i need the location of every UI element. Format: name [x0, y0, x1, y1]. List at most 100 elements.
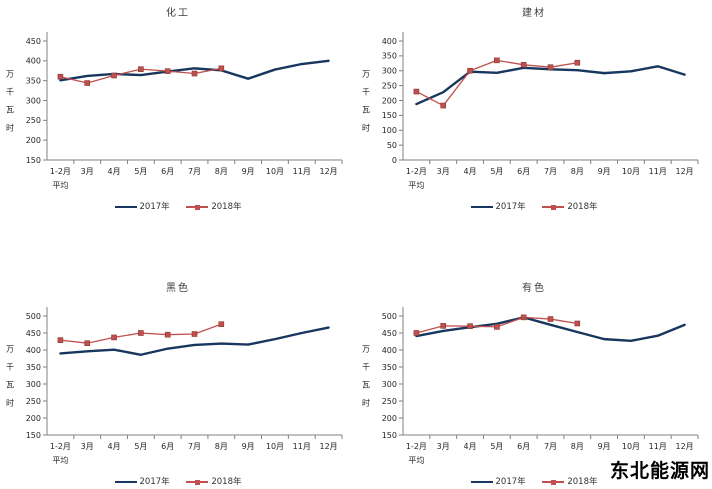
y-axis-title-char: 千 — [6, 87, 14, 97]
y-tick-label: 500 — [26, 312, 41, 321]
chart-title: 建材 — [522, 8, 546, 19]
watermark: 东北能源网 — [609, 460, 710, 482]
y-axis-title-char: 瓦 — [6, 106, 14, 115]
legend-item-2018: 2018年 — [542, 475, 597, 489]
legend-item-2017: 2017年 — [114, 200, 170, 214]
x-tick-label: 10月 — [266, 167, 284, 176]
chart-title: 有色 — [522, 283, 546, 294]
chart-legend: 2017年 2018年 — [0, 475, 356, 489]
data-point-marker — [494, 324, 500, 330]
y-axis-title-char: 千 — [362, 87, 370, 97]
data-point-marker — [111, 72, 117, 79]
chart-cell-building-materials: 建材 400 350 300 250 200 150 100 50 0 1-2月 3月 4月 5月 6月 7… — [356, 0, 712, 245]
data-point-marker — [57, 337, 64, 343]
data-point-marker — [494, 57, 500, 64]
data-point-marker — [84, 340, 91, 347]
x-tick-label: 5月 — [490, 167, 503, 176]
chart-legend: 2017年 2018年 — [356, 475, 712, 489]
y-tick-label: 200 — [26, 414, 41, 423]
x-tick-label: 5月 — [490, 442, 503, 451]
legend-line-2018-swatch — [542, 479, 565, 486]
legend-item-2017: 2017年 — [114, 475, 170, 489]
y-axis-title-char: 时 — [6, 123, 14, 133]
x-tick-label: 6月 — [161, 442, 174, 451]
y-tick-label: 350 — [382, 52, 397, 61]
y-tick-label: 450 — [26, 37, 41, 46]
y-tick-label: 150 — [26, 156, 41, 165]
x-tick-label: 1-2月 — [50, 167, 71, 176]
y-axis-title-char: 瓦 — [362, 106, 370, 115]
legend-item-2017: 2017年 — [470, 200, 526, 214]
y-tick-label: 50 — [387, 141, 397, 150]
legend-label-2017: 2017年 — [139, 202, 170, 212]
y-tick-label: 450 — [26, 329, 41, 338]
data-point-marker — [413, 330, 420, 336]
y-tick-label: 400 — [26, 57, 41, 66]
chart-legend: 2017年 2018年 — [0, 200, 356, 214]
y-tick-label: 350 — [26, 76, 41, 85]
data-point-marker — [440, 102, 447, 109]
x-tick-label: 10月 — [622, 442, 640, 451]
y-tick-label: 250 — [26, 116, 41, 125]
data-point-marker — [218, 65, 225, 72]
chart-plot-ferrous: 500 450 400 350 300 250 200 150 1-2月 3月 4月 5月 6月 7月 8月… — [6, 307, 343, 465]
x-tick-label: 8月 — [215, 167, 228, 176]
x-tick-label: 5月 — [134, 167, 147, 176]
x-tick-label: 7月 — [544, 442, 557, 451]
x-tick-label: 12月 — [319, 167, 337, 176]
legend-label-2017: 2017年 — [139, 477, 170, 487]
chart-cell-nonferrous: 有色 500 450 400 350 300 250 200 150 1-2月 3月 4月 5月 6月 7… — [356, 245, 712, 489]
legend-label-2017: 2017年 — [495, 202, 526, 212]
legend-line-2018-swatch — [542, 204, 565, 211]
data-point-marker — [574, 320, 581, 327]
x-tick-label: 4月 — [463, 167, 476, 176]
chart-title: 化工 — [166, 8, 190, 19]
x-tick-label: 7月 — [188, 442, 201, 451]
x-tick-label: 8月 — [571, 167, 584, 176]
x-tick-label: 7月 — [188, 167, 201, 176]
x-tick-label-line2: 平均 — [52, 455, 68, 465]
chart-plot-building-materials: 400 350 300 250 200 150 100 50 0 1-2月 3月 4月 5月 6月 7月 8月… — [362, 32, 699, 190]
legend-line-2017-swatch — [114, 205, 137, 209]
legend-label-2018: 2018年 — [211, 202, 242, 212]
x-tick-label-line2: 平均 — [408, 455, 424, 465]
y-tick-label: 400 — [382, 346, 397, 355]
x-tick-label: 6月 — [517, 167, 530, 176]
x-tick-label: 5月 — [134, 442, 147, 451]
y-tick-label: 350 — [382, 363, 397, 372]
x-tick-label: 11月 — [293, 442, 311, 451]
y-tick-label: 200 — [382, 96, 397, 105]
chart-cell-chemical: 化工 450 400 350 300 250 200 150 1-2月 3月 4月 5月 6月 7月 8月… — [0, 0, 356, 245]
x-tick-label: 9月 — [598, 167, 611, 176]
y-tick-label: 250 — [382, 81, 397, 90]
legend-line-2017-swatch — [114, 480, 137, 484]
x-tick-label: 11月 — [649, 442, 667, 451]
data-point-marker — [440, 323, 447, 329]
x-tick-label: 9月 — [242, 442, 255, 451]
y-tick-label: 300 — [26, 96, 41, 105]
y-axis-title-char: 万 — [6, 70, 14, 79]
y-axis-title-char: 万 — [362, 345, 370, 354]
y-axis-title-char: 万 — [362, 70, 370, 79]
x-tick-label: 4月 — [463, 442, 476, 451]
x-tick-label: 1-2月 — [50, 442, 71, 451]
y-axis-title-char: 千 — [362, 362, 370, 372]
chart-cell-ferrous: 黑色 500 450 400 350 300 250 200 150 1-2月 3月 4月 5月 6月 7… — [0, 245, 356, 489]
x-tick-label: 10月 — [266, 442, 284, 451]
x-tick-label: 4月 — [107, 167, 120, 176]
x-tick-label: 12月 — [319, 442, 337, 451]
data-point-marker — [413, 88, 420, 95]
data-point-marker — [467, 323, 473, 330]
data-point-marker — [520, 61, 527, 68]
y-axis-title-char: 瓦 — [362, 381, 370, 390]
y-axis-title-char: 时 — [362, 123, 370, 133]
legend-line-2017-swatch — [470, 480, 493, 484]
y-tick-label: 250 — [382, 397, 397, 406]
legend-label-2017: 2017年 — [495, 477, 526, 487]
x-tick-label: 3月 — [81, 167, 94, 176]
x-tick-label: 3月 — [81, 442, 94, 451]
y-tick-label: 0 — [392, 156, 397, 165]
x-tick-label: 7月 — [544, 167, 557, 176]
legend-item-2018: 2018年 — [542, 200, 597, 214]
